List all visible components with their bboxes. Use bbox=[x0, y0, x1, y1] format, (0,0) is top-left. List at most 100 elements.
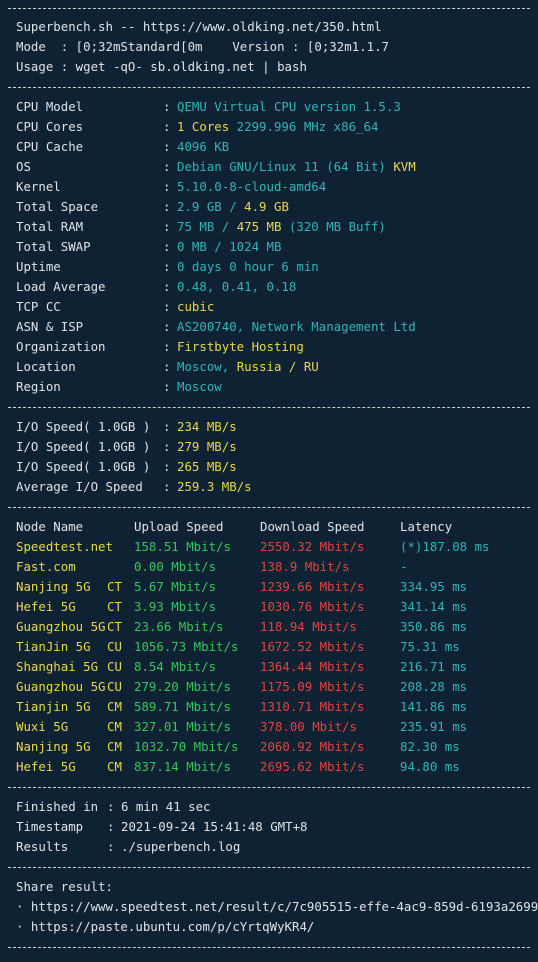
sysinfo-value: 0.48, 0.41, 0.18 bbox=[177, 277, 296, 297]
sysinfo-value-part: 4096 KB bbox=[177, 139, 230, 154]
upload-speed: 837.14 Mbit/s bbox=[134, 759, 231, 774]
latency: - bbox=[400, 559, 408, 574]
sysinfo-value-part: 0 days 0 hour 6 min bbox=[177, 259, 319, 274]
sysinfo-value: Moscow bbox=[177, 377, 222, 397]
col-latency: Latency bbox=[400, 519, 453, 534]
sysinfo-label: OS bbox=[16, 159, 31, 174]
node-isp: CT bbox=[107, 579, 122, 594]
sysinfo-value: cubic bbox=[177, 297, 214, 317]
sysinfo-value-part: Russia / RU bbox=[236, 359, 319, 374]
io-value: 234 MB/s bbox=[177, 419, 237, 434]
node-name: Hefei 5G bbox=[16, 759, 76, 774]
latency: 75.31 ms bbox=[400, 639, 460, 654]
separator-line bbox=[8, 507, 530, 508]
sysinfo-value-part: cubic bbox=[177, 299, 215, 314]
sysinfo-value: QEMU Virtual CPU version 1.5.3 bbox=[177, 97, 401, 117]
upload-speed: 1032.70 Mbit/s bbox=[134, 739, 239, 754]
sysinfo-value-part: Debian GNU/Linux 11 (64 Bit) bbox=[177, 159, 386, 174]
io-label: I/O Speed( 1.0GB ) bbox=[16, 419, 151, 434]
upload-speed: 589.71 Mbit/s bbox=[134, 699, 231, 714]
download-speed: 2695.62 Mbit/s bbox=[260, 759, 365, 774]
sysinfo-label: CPU Cores bbox=[16, 119, 84, 134]
download-speed: 1310.71 Mbit/s bbox=[260, 699, 365, 714]
io-colon: : bbox=[163, 439, 171, 454]
node-name: Hefei 5G bbox=[16, 599, 76, 614]
node-name: Fast.com bbox=[16, 559, 76, 574]
download-speed: 138.9 Mbit/s bbox=[260, 559, 350, 574]
footer-value: 2021-09-24 15:41:48 GMT+8 bbox=[121, 819, 308, 834]
latency: 341.14 ms bbox=[400, 599, 468, 614]
io-label: Average I/O Speed bbox=[16, 479, 143, 494]
io-colon: : bbox=[163, 479, 171, 494]
upload-speed: 3.93 Mbit/s bbox=[134, 599, 217, 614]
upload-speed: 327.01 Mbit/s bbox=[134, 719, 231, 734]
footer-label: Results bbox=[16, 839, 69, 854]
sysinfo-label: ASN & ISP bbox=[16, 319, 84, 334]
io-label: I/O Speed( 1.0GB ) bbox=[16, 439, 151, 454]
sysinfo-label: CPU Cache bbox=[16, 139, 84, 154]
share-title: Share result: bbox=[16, 879, 113, 894]
share-link-paste[interactable]: · https://paste.ubuntu.com/p/cYrtqWyKR4/ bbox=[16, 919, 315, 934]
footer-value: 6 min 41 sec bbox=[121, 799, 211, 814]
sysinfo-value-part: AS200740, Network Management Ltd bbox=[177, 319, 416, 334]
sysinfo-value: 0 MB / 1024 MB bbox=[177, 237, 281, 257]
col-download-speed: Download Speed bbox=[260, 519, 365, 534]
node-isp: CU bbox=[107, 639, 122, 654]
node-name: Shanghai 5G bbox=[16, 659, 99, 674]
latency: 235.91 ms bbox=[400, 719, 468, 734]
node-isp: CU bbox=[107, 659, 122, 674]
sysinfo-value-part: 0.48, 0.41, 0.18 bbox=[177, 279, 297, 294]
download-speed: 1175.09 Mbit/s bbox=[260, 679, 365, 694]
header-title: Superbench.sh -- https://www.oldking.net… bbox=[16, 19, 382, 34]
node-isp: CM bbox=[107, 719, 122, 734]
sysinfo-colon: : bbox=[163, 99, 171, 114]
separator-line bbox=[8, 407, 530, 408]
sysinfo-label: Location bbox=[16, 359, 76, 374]
sysinfo-value-part: 2299.996 MHz x86_64 bbox=[229, 119, 379, 134]
sysinfo-colon: : bbox=[163, 259, 171, 274]
upload-speed: 0.00 Mbit/s bbox=[134, 559, 217, 574]
node-isp: CM bbox=[107, 739, 122, 754]
sysinfo-value-part: Firstbyte Hosting bbox=[177, 339, 304, 354]
share-link-speedtest[interactable]: · https://www.speedtest.net/result/c/7c9… bbox=[16, 899, 538, 914]
latency: 82.30 ms bbox=[400, 739, 460, 754]
sysinfo-value-part: 1 Cores bbox=[177, 119, 230, 134]
latency: 141.86 ms bbox=[400, 699, 468, 714]
sysinfo-label: Total Space bbox=[16, 199, 99, 214]
download-speed: 118.94 Mbit/s bbox=[260, 619, 357, 634]
separator-line bbox=[8, 87, 530, 88]
download-speed: 2550.32 Mbit/s bbox=[260, 539, 365, 554]
sysinfo-value-part: 4.9 GB bbox=[244, 199, 289, 214]
node-name: TianJin 5G bbox=[16, 639, 91, 654]
node-name: Wuxi 5G bbox=[16, 719, 69, 734]
sysinfo-value: Moscow, Russia / RU bbox=[177, 357, 319, 377]
latency: 94.80 ms bbox=[400, 759, 460, 774]
sysinfo-value: 5.10.0-8-cloud-amd64 bbox=[177, 177, 326, 197]
io-value: 265 MB/s bbox=[177, 459, 237, 474]
node-name: Nanjing 5G bbox=[16, 579, 91, 594]
sysinfo-value-part: Moscow, bbox=[177, 359, 237, 374]
footer-colon: : bbox=[107, 799, 115, 814]
download-speed: 1239.66 Mbit/s bbox=[260, 579, 365, 594]
upload-speed: 279.20 Mbit/s bbox=[134, 679, 231, 694]
latency: 334.95 ms bbox=[400, 579, 468, 594]
sysinfo-label: Uptime bbox=[16, 259, 61, 274]
download-speed: 1030.76 Mbit/s bbox=[260, 599, 365, 614]
node-isp: CU bbox=[107, 679, 122, 694]
node-name: Tianjin 5G bbox=[16, 699, 91, 714]
sysinfo-colon: : bbox=[163, 179, 171, 194]
io-label: I/O Speed( 1.0GB ) bbox=[16, 459, 151, 474]
latency: (*)187.08 ms bbox=[400, 539, 490, 554]
latency: 216.71 ms bbox=[400, 659, 468, 674]
footer-label: Timestamp bbox=[16, 819, 84, 834]
sysinfo-value: Firstbyte Hosting bbox=[177, 337, 304, 357]
sysinfo-label: Total RAM bbox=[16, 219, 84, 234]
sysinfo-value: 4096 KB bbox=[177, 137, 229, 157]
sysinfo-label: Region bbox=[16, 379, 61, 394]
upload-speed: 5.67 Mbit/s bbox=[134, 579, 217, 594]
node-name: Speedtest.net bbox=[16, 539, 113, 554]
sysinfo-value-part: 75 MB / bbox=[177, 219, 237, 234]
sysinfo-colon: : bbox=[163, 159, 171, 174]
sysinfo-label: Total SWAP bbox=[16, 239, 91, 254]
sysinfo-colon: : bbox=[163, 339, 171, 354]
